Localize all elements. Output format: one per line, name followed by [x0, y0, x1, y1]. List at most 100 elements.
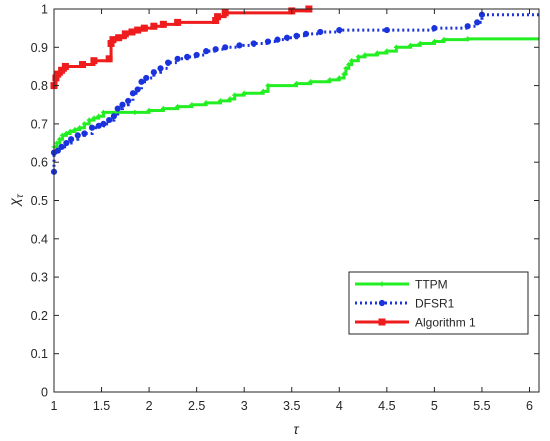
data-point-algorithm-1: [90, 57, 98, 65]
data-point-dfsr1: [138, 78, 145, 85]
data-point-ttpm: [54, 140, 60, 146]
legend-label-algorithm-1: Algorithm 1: [415, 316, 476, 330]
x-tick-label: 3: [241, 399, 248, 413]
data-point-algorithm-1: [115, 34, 123, 42]
data-point-dfsr1: [119, 101, 126, 108]
data-point-algorithm-1: [159, 20, 167, 28]
data-point-dfsr1: [264, 38, 272, 45]
data-point-ttpm: [308, 79, 314, 85]
data-point-dfsr1: [302, 30, 310, 37]
legend-label-ttpm: TTPM: [415, 278, 448, 292]
data-point-ttpm: [63, 130, 69, 136]
data-point-ttpm: [72, 127, 78, 133]
data-point-ttpm: [417, 40, 423, 46]
y-axis-label-main: χ: [6, 198, 22, 208]
axis-ticks: 1 1.5 2 2.5 3 3.5 4 4.5 5 5.5 6 0 0.1 0.2 0.3 0.4 0.5 0.6…: [31, 3, 539, 413]
data-point-dfsr1: [383, 26, 390, 34]
data-point-algorithm-1: [214, 13, 222, 21]
y-tick-label: 0.7: [31, 117, 48, 131]
data-point-dfsr1: [129, 90, 137, 97]
x-tick-label: 3.5: [283, 399, 300, 413]
data-point-dfsr1: [143, 74, 150, 82]
y-tick-label: 0.8: [31, 79, 48, 93]
legend-marker-ttpm: [379, 281, 385, 287]
data-point-ttpm: [160, 106, 166, 112]
data-point-ttpm: [67, 129, 73, 135]
x-tick-label: 2: [146, 399, 153, 413]
data-point-ttpm: [393, 44, 399, 50]
series-dfsr1: [50, 11, 539, 175]
y-tick-label: 0.3: [31, 271, 48, 285]
data-point-dfsr1: [74, 132, 81, 139]
x-tick-label: 5.5: [473, 399, 490, 413]
data-point-ttpm: [327, 77, 333, 83]
data-point-ttpm: [355, 54, 361, 60]
data-point-ttpm: [408, 42, 414, 48]
data-point-dfsr1: [203, 48, 210, 55]
data-point-dfsr1: [125, 97, 132, 105]
data-point-ttpm: [132, 109, 138, 115]
data-point-dfsr1: [150, 69, 157, 76]
x-tick-label: 5: [431, 399, 438, 413]
y-tick-label: 0.2: [31, 309, 48, 323]
data-point-ttpm: [100, 109, 106, 115]
data-point-algorithm-1: [128, 28, 136, 36]
data-point-algorithm-1: [61, 62, 69, 70]
data-point-ttpm: [81, 121, 87, 127]
x-tick-label: 1: [51, 399, 58, 413]
data-point-dfsr1: [165, 59, 172, 66]
data-point-ttpm: [91, 115, 97, 121]
data-point-algorithm-1: [105, 55, 113, 63]
series-algorithm-1: [50, 5, 313, 90]
data-point-ttpm: [232, 92, 238, 98]
data-point-dfsr1: [81, 130, 88, 137]
data-point-dfsr1: [236, 42, 243, 49]
data-point-algorithm-1: [150, 22, 158, 30]
data-point-ttpm: [441, 37, 447, 43]
data-point-algorithm-1: [140, 24, 148, 32]
data-point-ttpm: [374, 50, 380, 56]
series-line-dfsr1: [52, 13, 539, 172]
data-point-ttpm: [343, 65, 349, 71]
data-point-dfsr1: [336, 26, 343, 34]
data-point-algorithm-1: [221, 9, 229, 17]
data-point-dfsr1: [88, 124, 96, 131]
y-axis-label-subscript: τ: [15, 193, 26, 198]
data-point-dfsr1: [222, 44, 229, 51]
data-point-ttpm: [175, 104, 181, 110]
data-point-algorithm-1: [109, 36, 117, 44]
data-point-ttpm: [217, 98, 223, 104]
data-point-ttpm: [346, 62, 352, 68]
data-point-ttpm: [349, 58, 355, 64]
data-point-dfsr1: [317, 28, 324, 36]
data-point-dfsr1: [157, 65, 164, 72]
x-tick-label: 4.5: [378, 399, 395, 413]
data-point-ttpm: [294, 81, 299, 87]
data-point-algorithm-1: [54, 70, 62, 78]
x-tick-label: 2.5: [188, 399, 205, 413]
legend-marker-algorithm-1: [378, 318, 386, 326]
data-point-dfsr1: [106, 116, 113, 124]
data-point-dfsr1: [58, 143, 65, 150]
data-point-ttpm: [241, 90, 247, 96]
data-point-dfsr1: [474, 19, 481, 26]
x-axis-label: τ: [293, 421, 299, 437]
data-point-algorithm-1: [134, 26, 142, 34]
data-point-dfsr1: [134, 86, 141, 93]
data-point-dfsr1: [184, 53, 191, 60]
data-point-algorithm-1: [174, 18, 182, 26]
data-point-ttpm: [265, 83, 271, 89]
x-tick-label: 1.5: [93, 399, 110, 413]
y-tick-label: 0.9: [31, 41, 48, 55]
data-point-algorithm-1: [58, 66, 66, 74]
data-point-dfsr1: [54, 147, 61, 154]
data-point-dfsr1: [110, 113, 118, 120]
data-point-ttpm: [146, 107, 152, 113]
data-point-ttpm: [60, 132, 66, 138]
series-ttpm: [51, 36, 539, 150]
x-tick-label: 6: [526, 399, 533, 413]
data-point-algorithm-1: [121, 30, 129, 38]
data-point-ttpm: [189, 102, 195, 108]
data-point-dfsr1: [293, 32, 300, 39]
